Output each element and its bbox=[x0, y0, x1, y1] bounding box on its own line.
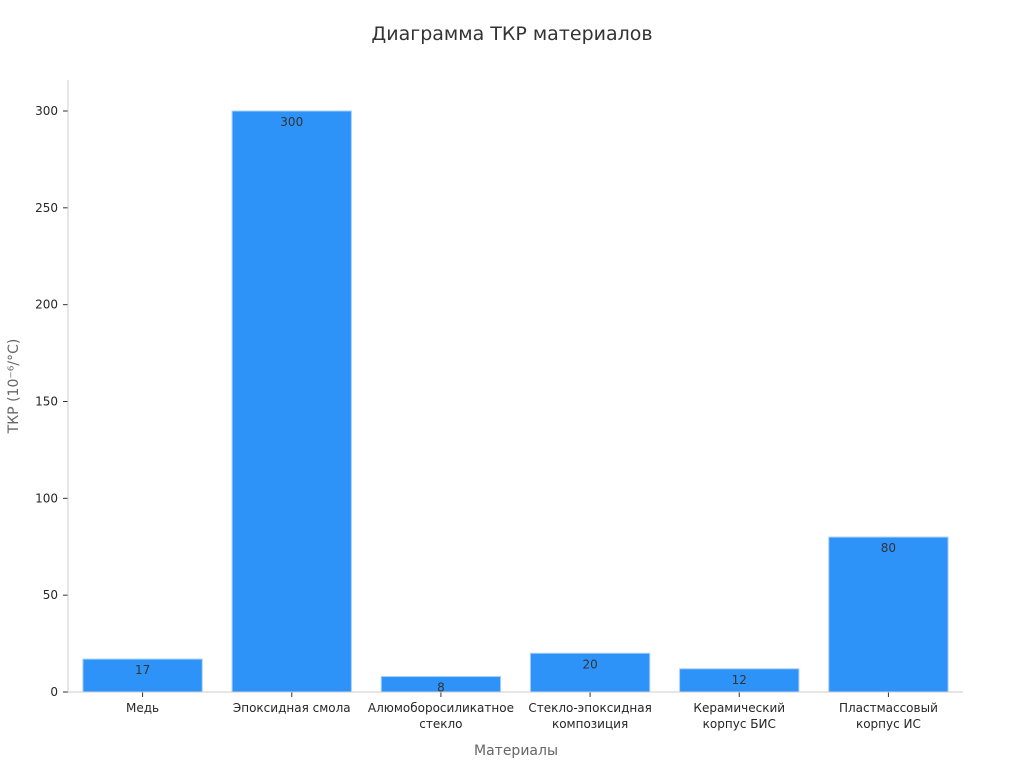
y-tick-label: 250 bbox=[35, 201, 58, 215]
bar bbox=[529, 652, 651, 693]
bar bbox=[231, 110, 352, 693]
bar bbox=[82, 658, 203, 693]
bar-value-label: 20 bbox=[582, 657, 597, 671]
bar-value-label: 300 bbox=[280, 115, 303, 129]
y-tick-label: 0 bbox=[50, 685, 58, 699]
chart-title: Диаграмма ТКР материалов bbox=[371, 23, 652, 45]
bar-value-label: 12 bbox=[732, 673, 747, 687]
bar-value-label: 17 bbox=[135, 663, 150, 677]
y-tick-label: 150 bbox=[35, 394, 58, 408]
y-axis-label: ТКР (10⁻⁶/°C) bbox=[6, 339, 22, 435]
x-tick-label: Эпоксидная смола bbox=[233, 701, 351, 715]
axes-group: Медь Эпоксидная смола Алюмоборосиликатное с… bbox=[35, 80, 963, 731]
y-tick-label: 50 bbox=[43, 588, 58, 602]
x-tick-label: Пластмассовый корпус ИС bbox=[839, 701, 938, 731]
bar bbox=[828, 536, 949, 693]
x-tick-label: Керамический корпус БИС bbox=[693, 701, 785, 731]
x-tick-label: Медь bbox=[126, 701, 159, 715]
x-tick-label: Алюмоборосиликатное стекло bbox=[368, 701, 514, 731]
y-tick-label: 100 bbox=[35, 491, 58, 505]
bar-value-label: 8 bbox=[437, 681, 445, 695]
y-tick-label: 200 bbox=[35, 298, 58, 312]
bars-group: 17 300 8 20 12 80 bbox=[82, 110, 949, 695]
bar-value-label: 80 bbox=[881, 541, 896, 555]
x-axis-label: Материалы bbox=[474, 743, 558, 759]
y-tick-label: 300 bbox=[35, 104, 58, 118]
x-tick-label: Стекло-эпоксидная композиция bbox=[528, 701, 651, 731]
